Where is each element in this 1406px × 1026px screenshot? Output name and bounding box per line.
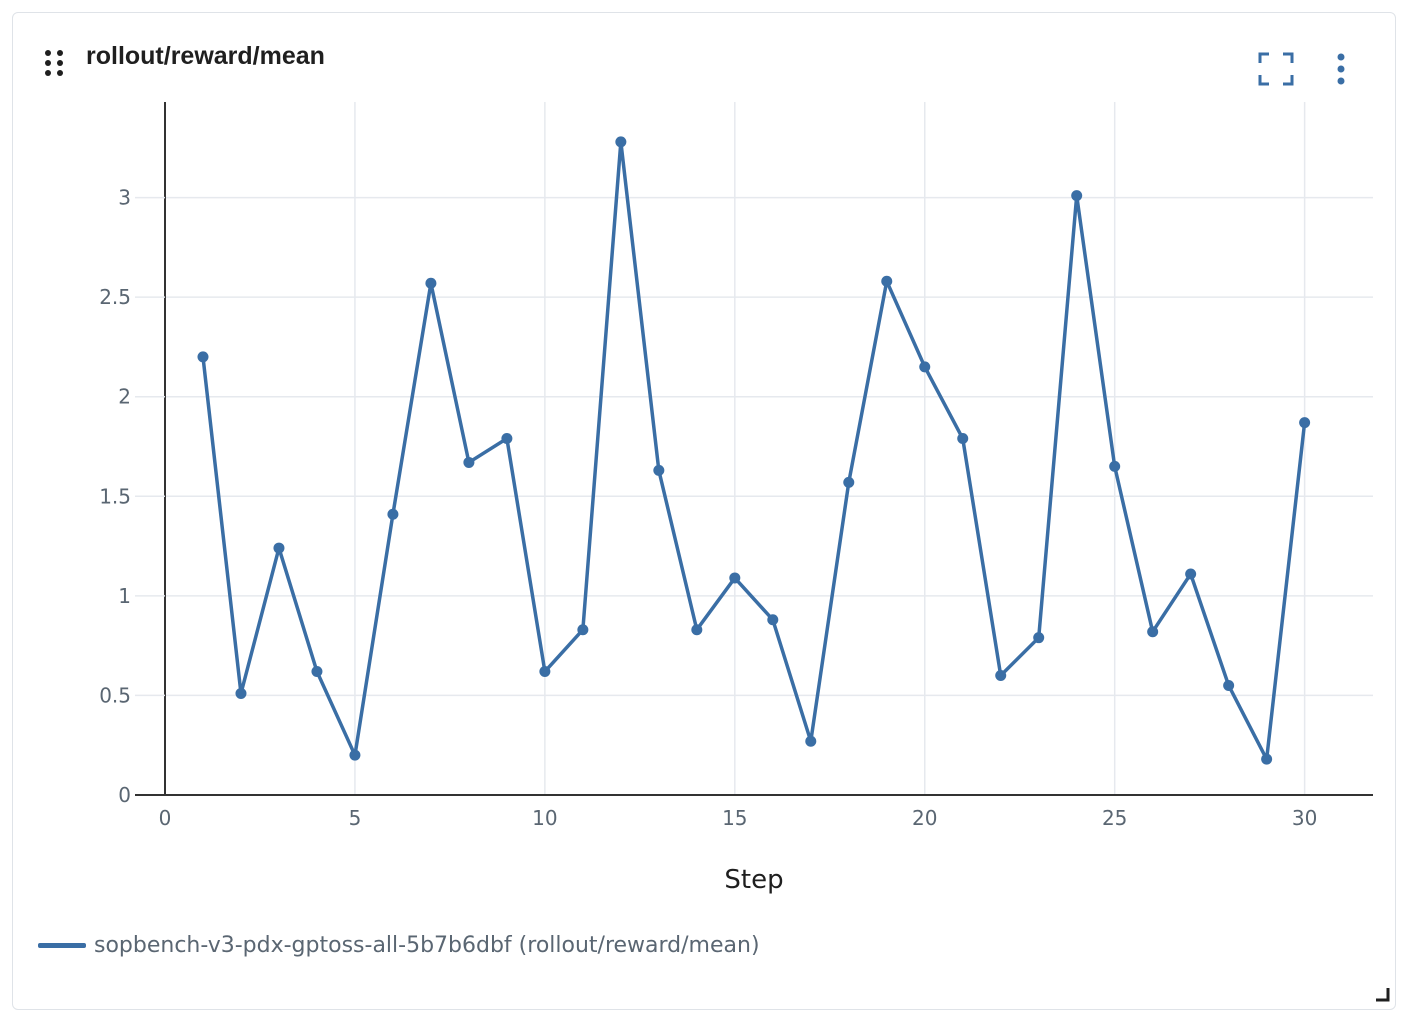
x-tick-label: 10 — [532, 806, 557, 830]
y-tick-label: 0 — [118, 783, 131, 807]
x-tick-label: 5 — [349, 806, 362, 830]
data-point — [805, 735, 817, 747]
data-point — [577, 624, 589, 636]
data-point — [843, 476, 855, 488]
x-axis-title: Step — [724, 865, 783, 895]
data-point — [1071, 190, 1083, 202]
y-tick-label: 0.5 — [99, 683, 131, 707]
legend-item[interactable]: sopbench-v3-pdx-gptoss-all-5b7b6dbf (rol… — [38, 930, 760, 960]
data-point — [1147, 626, 1159, 638]
data-point — [1033, 632, 1045, 644]
data-point — [235, 687, 247, 699]
fullscreen-icon[interactable] — [1258, 52, 1294, 86]
data-point — [653, 464, 665, 476]
series-line — [201, 140, 1307, 761]
y-tick-label: 2 — [118, 385, 131, 409]
data-point — [539, 666, 551, 678]
data-point — [919, 361, 931, 373]
x-tick-label: 30 — [1292, 806, 1317, 830]
data-point — [1261, 753, 1273, 765]
panel-title: rollout/reward/mean — [86, 42, 325, 70]
legend-swatch — [38, 942, 86, 948]
data-point — [957, 433, 969, 445]
data-point — [1185, 568, 1197, 580]
y-tick-label: 3 — [118, 186, 131, 210]
data-point — [767, 614, 779, 626]
more-vertical-icon[interactable] — [1327, 50, 1355, 88]
data-point — [881, 275, 893, 287]
data-point — [691, 624, 703, 636]
data-point — [463, 456, 475, 468]
x-tick-label: 25 — [1102, 806, 1127, 830]
x-tick-label: 20 — [912, 806, 937, 830]
tick-labels: 00.511.522.530 5 10 15 20 25 30 — [99, 186, 1317, 830]
y-tick-label: 1 — [118, 584, 131, 608]
y-tick-label: 2.5 — [99, 285, 131, 309]
data-point — [273, 542, 285, 554]
data-point — [501, 433, 513, 445]
y-tick-label: 1.5 — [99, 484, 131, 508]
data-point — [995, 670, 1007, 682]
chart-panel — [12, 12, 1396, 1010]
x-tick-label: 15 — [722, 806, 747, 830]
data-point — [1299, 417, 1311, 429]
data-point — [729, 572, 741, 584]
data-point — [311, 666, 323, 678]
data-point — [387, 508, 399, 520]
data-point — [1109, 460, 1121, 472]
data-point — [615, 136, 627, 148]
data-point — [197, 351, 209, 363]
x-tick-label: 0 — [159, 806, 172, 830]
data-point — [349, 749, 361, 761]
data-point — [425, 277, 437, 289]
legend-label: sopbench-v3-pdx-gptoss-all-5b7b6dbf (rol… — [94, 932, 760, 958]
series-layer — [197, 136, 1311, 765]
drag-handle-icon[interactable] — [44, 49, 64, 77]
axes — [135, 102, 1373, 796]
resize-corner-icon[interactable] — [1374, 986, 1390, 1002]
grid-lines — [165, 102, 1373, 795]
data-point — [1223, 679, 1235, 691]
